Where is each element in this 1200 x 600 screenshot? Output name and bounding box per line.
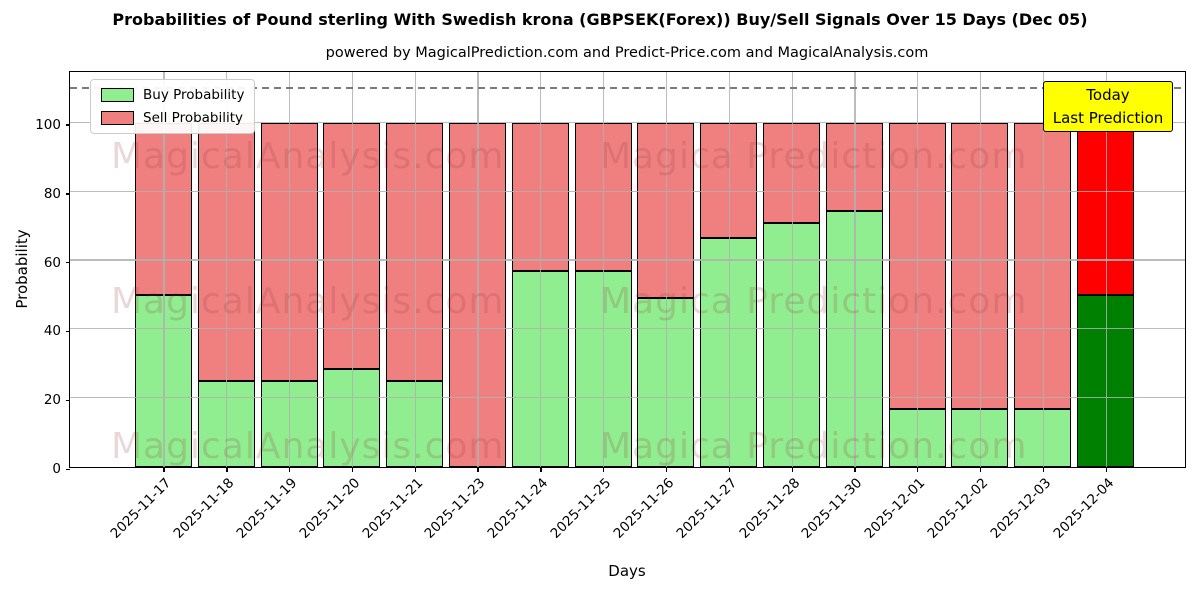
x-tick-mark bbox=[791, 467, 793, 472]
x-tick-mark bbox=[854, 467, 856, 472]
legend-label-sell: Sell Probability bbox=[143, 110, 244, 126]
x-tick-label: 2025-11-19 bbox=[233, 475, 301, 542]
x-tick-label: 2025-11-28 bbox=[736, 475, 803, 542]
vertical-gridline bbox=[728, 72, 730, 467]
vertical-gridline bbox=[917, 72, 919, 467]
x-tick-mark bbox=[1105, 467, 1107, 472]
x-tick-mark bbox=[477, 467, 479, 472]
watermark-text: MagicalAnalysis.com bbox=[111, 136, 505, 177]
watermark-text: Magica Prediction.com bbox=[600, 426, 1028, 467]
dashed-threshold-line bbox=[70, 87, 1185, 89]
x-tick-mark bbox=[917, 467, 919, 472]
y-tick-mark bbox=[65, 399, 70, 401]
watermark-text: MagicalAnalysis.com bbox=[111, 281, 505, 322]
x-axis-label: Days bbox=[608, 562, 646, 580]
y-tick-label: 100 bbox=[35, 116, 61, 133]
x-tick-label: 2025-12-01 bbox=[861, 475, 929, 542]
x-tick-label: 2025-12-03 bbox=[987, 475, 1055, 542]
sell-swatch-icon bbox=[101, 111, 134, 125]
vertical-gridline bbox=[979, 72, 982, 467]
y-tick-mark bbox=[65, 262, 70, 264]
x-tick-mark bbox=[540, 467, 542, 472]
vertical-gridline bbox=[163, 72, 165, 467]
y-tick-label: 40 bbox=[43, 323, 61, 340]
vertical-gridline bbox=[477, 72, 479, 467]
x-tick-mark bbox=[728, 467, 731, 472]
y-tick-label: 20 bbox=[43, 392, 61, 409]
horizontal-gridline bbox=[70, 397, 1185, 399]
buy-swatch-icon bbox=[101, 88, 134, 102]
vertical-gridline bbox=[1105, 72, 1107, 467]
annotation-line-last-prediction: Last Prediction bbox=[1052, 108, 1164, 127]
y-tick-mark bbox=[65, 330, 70, 333]
x-tick-label: 2025-11-23 bbox=[421, 475, 489, 542]
y-tick-label: 80 bbox=[43, 185, 61, 202]
legend-item-sell: Sell Probability bbox=[101, 110, 244, 126]
watermark-text: Magica Prediction.com bbox=[600, 281, 1028, 322]
legend-item-buy: Buy Probability bbox=[101, 87, 244, 103]
vertical-gridline bbox=[854, 72, 856, 467]
x-tick-mark bbox=[1042, 467, 1045, 472]
vertical-gridline bbox=[414, 72, 416, 467]
x-tick-label: 2025-11-27 bbox=[673, 475, 741, 542]
horizontal-gridline bbox=[70, 121, 1185, 123]
x-tick-label: 2025-11-17 bbox=[107, 475, 175, 542]
horizontal-gridline bbox=[70, 259, 1185, 261]
legend-label-buy: Buy Probability bbox=[143, 87, 245, 103]
y-tick-label: 60 bbox=[43, 254, 61, 271]
y-axis-label: Probability bbox=[13, 229, 31, 309]
vertical-gridline bbox=[665, 72, 668, 467]
x-tick-mark bbox=[603, 467, 605, 472]
horizontal-gridline bbox=[70, 328, 1185, 330]
x-tick-label: 2025-11-20 bbox=[296, 475, 364, 542]
x-tick-mark bbox=[979, 467, 982, 472]
x-tick-label: 2025-12-02 bbox=[924, 475, 992, 542]
y-tick-mark bbox=[65, 193, 70, 195]
x-tick-mark bbox=[351, 467, 354, 472]
x-tick-label: 2025-11-25 bbox=[547, 475, 615, 542]
today-last-prediction-box: Today Last Prediction bbox=[1043, 81, 1173, 132]
y-tick-label: 0 bbox=[52, 461, 61, 477]
x-tick-label: 2025-11-24 bbox=[484, 475, 552, 542]
vertical-gridline bbox=[226, 72, 228, 467]
watermark-text: Magica Prediction.com bbox=[600, 136, 1028, 177]
vertical-gridline bbox=[1042, 72, 1044, 467]
chart-subtitle: powered by MagicalPrediction.com and Pre… bbox=[325, 45, 929, 61]
x-tick-mark bbox=[414, 467, 416, 472]
x-tick-mark bbox=[289, 467, 291, 472]
vertical-gridline bbox=[603, 72, 605, 467]
legend: Buy Probability Sell Probability bbox=[90, 79, 256, 134]
plot-area: Buy Probability Sell Probability Today L… bbox=[35, 71, 1186, 542]
vertical-gridline bbox=[540, 72, 542, 467]
horizontal-gridline bbox=[70, 190, 1185, 192]
vertical-gridline bbox=[791, 72, 793, 467]
chart-title: Probabilities of Pound sterling With Swe… bbox=[112, 10, 1088, 29]
annotation-line-today: Today bbox=[1086, 86, 1130, 104]
watermark-text: MagicalAnalysis.com bbox=[111, 426, 505, 467]
x-tick-label: 2025-11-26 bbox=[610, 475, 678, 542]
vertical-gridline bbox=[351, 72, 354, 467]
x-tick-label: 2025-12-04 bbox=[1050, 475, 1117, 542]
y-tick-mark bbox=[65, 124, 70, 126]
x-tick-label: 2025-11-21 bbox=[359, 475, 426, 542]
vertical-gridline bbox=[289, 72, 291, 467]
x-tick-label: 2025-11-18 bbox=[170, 475, 238, 542]
y-tick-mark bbox=[65, 468, 70, 470]
x-tick-mark bbox=[163, 467, 165, 472]
x-tick-label: 2025-11-30 bbox=[798, 475, 866, 542]
x-tick-mark bbox=[226, 467, 228, 472]
x-tick-mark bbox=[665, 467, 668, 472]
